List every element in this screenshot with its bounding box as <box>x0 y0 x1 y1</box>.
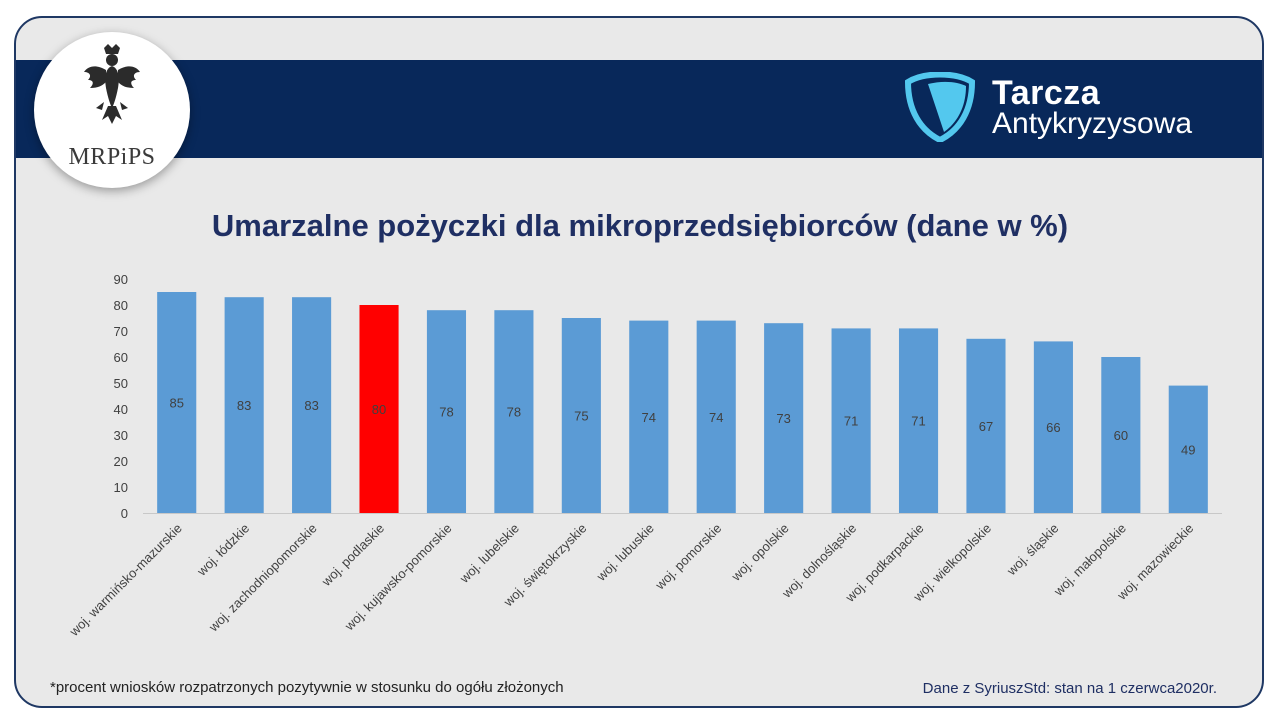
x-tick-label: woj. śląskie <box>1003 521 1061 579</box>
bar <box>1101 357 1141 513</box>
ministry-name: MRPiPS <box>68 144 156 170</box>
x-tick-label: woj. pomorskie <box>652 521 725 594</box>
bar <box>157 292 197 513</box>
x-tick-label: woj. kujawsko-pomorskie <box>341 521 454 634</box>
bar <box>1168 385 1208 513</box>
data-label: 83 <box>237 398 251 413</box>
y-tick-label: 70 <box>114 324 128 339</box>
data-label: 80 <box>372 402 386 417</box>
bar <box>494 310 534 513</box>
bar <box>764 323 804 513</box>
footnote: *procent wniosków rozpatrzonych pozytywn… <box>50 679 564 696</box>
data-label: 71 <box>844 414 858 429</box>
y-tick-label: 80 <box>114 298 128 313</box>
header-banner <box>16 60 1262 158</box>
x-tick-label: woj. opolskie <box>728 521 792 585</box>
y-tick-label: 0 <box>121 506 128 521</box>
data-label: 78 <box>507 405 521 420</box>
eagle-emblem-icon <box>84 44 140 124</box>
bar <box>1033 341 1073 513</box>
bar <box>696 320 736 513</box>
x-tick-label: woj. małopolskie <box>1050 521 1129 600</box>
y-tick-label: 20 <box>114 454 128 469</box>
data-label: 60 <box>1114 428 1128 443</box>
data-label: 67 <box>979 419 993 434</box>
x-tick-label: woj. lubuskie <box>593 521 657 585</box>
data-source-note: Dane z SyriuszStd: stan na 1 czerwca2020… <box>922 680 1217 697</box>
x-tick-label: woj. podlaskie <box>318 521 387 590</box>
data-label: 75 <box>574 409 588 424</box>
bar <box>359 305 399 513</box>
y-tick-label: 50 <box>114 376 128 391</box>
data-label: 74 <box>642 410 656 425</box>
bar <box>224 297 264 513</box>
y-tick-label: 40 <box>114 402 128 417</box>
bar <box>292 297 332 513</box>
y-tick-label: 10 <box>114 480 128 495</box>
data-label: 49 <box>1181 442 1195 457</box>
bar <box>898 328 939 513</box>
y-tick-label: 90 <box>114 272 128 287</box>
data-label: 66 <box>1046 420 1060 435</box>
bar <box>561 318 601 513</box>
x-tick-label: woj. zachodniopomorskie <box>205 521 320 636</box>
brand-name-line2: Antykryzysowa <box>992 107 1193 140</box>
x-tick-label: woj. łódzkie <box>193 521 252 580</box>
shield-logo-icon <box>904 72 976 142</box>
x-tick-label: woj. warmińsko-mazurskie <box>66 521 185 640</box>
data-label: 78 <box>439 405 453 420</box>
data-label: 83 <box>304 398 318 413</box>
bar <box>831 328 871 513</box>
data-label: 85 <box>169 396 183 411</box>
chart-title: Umarzalne pożyczki dla mikroprzedsiębior… <box>211 208 1069 243</box>
x-tick-label: woj. lubelskie <box>456 521 522 587</box>
y-tick-label: 30 <box>114 428 128 443</box>
bar <box>629 320 669 513</box>
brand-name-line1: Tarcza <box>992 74 1101 112</box>
data-label: 74 <box>709 410 723 425</box>
bar <box>426 310 467 513</box>
ministry-logo: MRPiPS <box>34 32 190 188</box>
data-label: 73 <box>776 411 790 426</box>
bar-chart: 0 10 20 30 40 50 60 70 80 90 85 woj. warmińsko-mazu… <box>66 272 1222 640</box>
bar <box>966 338 1006 513</box>
data-label: 71 <box>911 414 925 429</box>
y-tick-label: 60 <box>114 350 128 365</box>
